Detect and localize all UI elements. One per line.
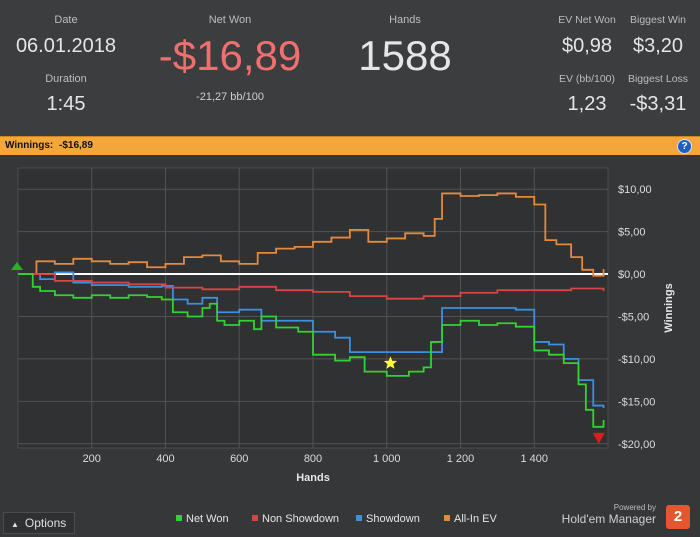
caret-up-icon: ▲ <box>11 520 19 529</box>
series-lines <box>18 192 605 428</box>
biggest-win-value: $3,20 <box>632 35 684 57</box>
bb100-value: -21,27 bb/100 <box>196 91 264 103</box>
y-tick-label: $0,00 <box>618 269 646 281</box>
start-marker-icon <box>11 261 23 270</box>
y-tick-label: -$5,00 <box>618 311 649 323</box>
options-label: Options <box>24 516 67 530</box>
series-line-non-showdown <box>18 273 605 300</box>
x-tick-label: 600 <box>230 453 248 465</box>
x-axis-label: Hands <box>296 472 330 484</box>
legend-label: Net Won <box>186 513 229 525</box>
biggest-loss-label: Biggest Loss <box>627 73 689 85</box>
x-tick-labels: 200 400 600 800 1 000 1 200 1 400 <box>83 453 548 465</box>
ev-bb100-label: EV (bb/100) <box>558 73 616 85</box>
date-label: Date <box>54 14 78 26</box>
y-tick-label: -$15,00 <box>618 396 655 408</box>
chart-markers <box>11 261 605 444</box>
legend-label: All-In EV <box>454 513 497 525</box>
chart-area: 200 400 600 800 1 000 1 200 1 400 $10,00 $5,00 $… <box>0 155 700 537</box>
x-tick-label: 1 000 <box>373 453 401 465</box>
legend-swatch <box>176 515 182 521</box>
y-tick-label: $5,00 <box>618 227 646 239</box>
series-line-all-in-ev <box>18 192 605 277</box>
hands-value: 1588 <box>358 32 452 79</box>
biggest-win-label: Biggest Win <box>629 14 687 26</box>
legend-label: Non Showdown <box>262 513 339 525</box>
options-button[interactable]: ▲ Options <box>3 512 75 534</box>
star-marker-icon <box>383 356 398 369</box>
winnings-chart: 200 400 600 800 1 000 1 200 1 400 $10,00$5,00$… <box>11 167 675 525</box>
legend-swatch <box>356 515 362 521</box>
duration-value: 1:45 <box>46 93 86 115</box>
hem-logo-icon: 2 <box>666 505 690 529</box>
duration-label: Duration <box>45 73 87 85</box>
grid-lines <box>18 168 608 448</box>
winnings-bar-text: Winnings: -$16,89 <box>5 140 93 151</box>
x-tick-label: 1 200 <box>447 453 475 465</box>
x-tick-label: 1 400 <box>520 453 548 465</box>
brand-name: Hold'em Manager <box>561 512 656 526</box>
net-won-value: -$16,89 <box>158 32 302 79</box>
winnings-bar: Winnings: -$16,89 ? <box>0 136 700 156</box>
y-tick-label: -$20,00 <box>618 439 655 451</box>
winnings-label: Winnings: <box>5 140 54 151</box>
biggest-loss-value: -$3,31 <box>629 93 687 115</box>
ev-bb100-value: 1,23 <box>567 93 607 115</box>
winnings-value: -$16,89 <box>59 140 93 151</box>
date-value: 06.01.2018 <box>15 35 117 57</box>
ev-net-won-value: $0,98 <box>561 35 613 57</box>
ev-net-won-label: EV Net Won <box>558 14 616 26</box>
x-tick-label: 200 <box>83 453 101 465</box>
y-tick-label: -$10,00 <box>618 354 655 366</box>
help-icon[interactable]: ? <box>677 139 692 154</box>
x-tick-label: 400 <box>156 453 174 465</box>
y-axis-label: Winnings <box>663 283 675 332</box>
x-tick-label: 800 <box>304 453 322 465</box>
y-tick-label: $10,00 <box>618 184 652 196</box>
legend-swatch <box>444 515 450 521</box>
chart-legend: Net Won Non Showdown Showdown All-In EV <box>176 513 497 525</box>
low-marker-icon <box>592 432 605 444</box>
y-tick-labels: $10,00 $5,00 $0,00 -$5,00 -$10,00 -$15,00 -$20… <box>618 184 655 451</box>
hands-label: Hands <box>389 14 421 26</box>
stats-panel: Date 06.01.2018 Duration 1:45 Net Won -$… <box>0 0 700 136</box>
legend-swatch <box>252 515 258 521</box>
legend-label: Showdown <box>366 513 420 525</box>
net-won-label: Net Won <box>208 14 252 26</box>
series-line-showdown <box>18 271 605 409</box>
series-line-net-won <box>18 273 605 428</box>
powered-by-text: Powered by <box>613 503 656 512</box>
